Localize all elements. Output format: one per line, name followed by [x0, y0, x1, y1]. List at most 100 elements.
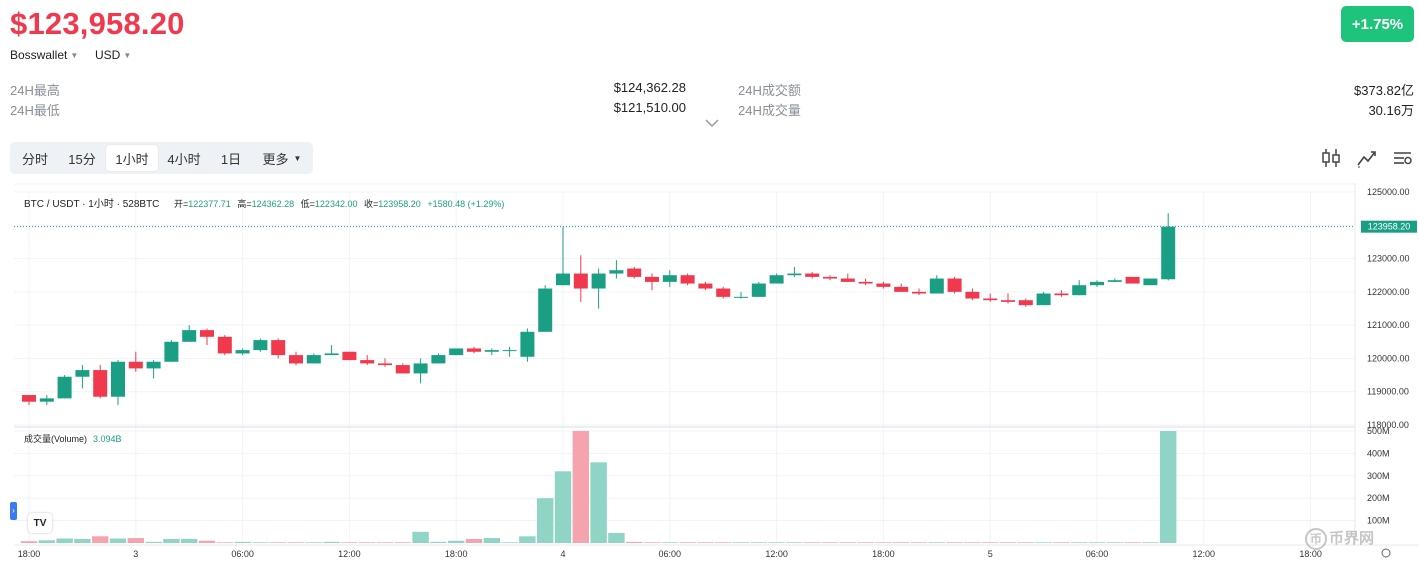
candlestick-chart[interactable]: 125000.00124000.00123000.00122000.001210… [0, 183, 1419, 566]
candle-body [609, 270, 624, 274]
candle-body [22, 395, 36, 402]
volume-bar [465, 538, 483, 543]
candle-body [413, 363, 428, 374]
tab-more-label: 更多 [262, 151, 289, 167]
volume-bar [20, 541, 38, 543]
price-tick-label: 120000.00 [1367, 353, 1410, 363]
volume-tick-label: 400M [1367, 448, 1390, 458]
volume-bar [145, 541, 162, 543]
candle-body [823, 276, 837, 279]
candle-body [698, 283, 713, 289]
time-tick-label: 12:00 [765, 549, 788, 559]
volume-bar [1035, 542, 1052, 543]
low-value: $121,510.00 [613, 100, 686, 115]
volume-legend-value: 3.094B [93, 434, 122, 444]
legend-open: 122377.71 [188, 199, 231, 209]
time-tick-label: 18:00 [1299, 549, 1322, 559]
candle-body [769, 275, 784, 284]
current-price: $123,958.20 [10, 6, 185, 41]
tab-1h[interactable]: 1小时 [106, 145, 158, 171]
chart-settings-icon[interactable] [1392, 148, 1414, 168]
candle-body [894, 286, 909, 292]
volume-label: 24H成交量 [738, 103, 801, 118]
current-price-label: 123958.20 [1368, 222, 1411, 232]
time-tick-label: 4 [560, 549, 565, 559]
low-label: 24H最低 [10, 103, 60, 118]
tab-1d[interactable]: 1日 [220, 151, 242, 167]
volume-bar [1106, 542, 1123, 543]
candle-body [253, 340, 268, 351]
candle-body [805, 273, 820, 277]
volume-bar [999, 542, 1017, 543]
candle-body [217, 336, 232, 354]
candlestick-settings-icon[interactable] [1320, 148, 1342, 168]
volume-bar [910, 542, 928, 543]
time-tick-label: 06:00 [659, 549, 682, 559]
tab-4h[interactable]: 4小时 [167, 151, 201, 167]
candle-body [1018, 300, 1033, 306]
volume-bar [483, 538, 500, 543]
volume-bar [109, 538, 127, 543]
volume-bar [572, 431, 589, 543]
tradingview-logo-icon[interactable]: TV [28, 513, 52, 533]
candle-body [716, 288, 731, 297]
volume-bar [323, 541, 340, 543]
volume-bar [92, 536, 109, 543]
volume-bar [732, 542, 750, 543]
volume-bar [38, 540, 55, 543]
volume-bar [982, 542, 999, 543]
volume-bar [821, 542, 839, 543]
watermark: 币币界网 [1305, 527, 1374, 551]
price-tick-label: 119000.00 [1367, 387, 1409, 397]
axis-settings-icon [1381, 548, 1391, 558]
candle-body [146, 361, 161, 369]
candle-body [751, 283, 766, 297]
volume-bar [964, 542, 981, 543]
legend-close: 123958.20 [378, 199, 421, 209]
candle-body [289, 355, 303, 364]
candle-body [912, 291, 926, 294]
legend-close-label: 收= [364, 198, 378, 209]
volume-bar [1017, 542, 1034, 543]
volume-bar [501, 542, 518, 543]
wallet-select[interactable]: Bosswallet ▼ [10, 48, 78, 62]
volume-bar [1124, 542, 1141, 543]
volume-bar [181, 538, 198, 543]
candle-body [111, 361, 125, 397]
candle-body [306, 355, 321, 364]
volume-bars [20, 431, 1177, 543]
turnover-label: 24H成交额 [738, 83, 801, 98]
legend-symbol: BTC / USDT · 1小时 · 528BTC [24, 198, 159, 210]
volume-bar [234, 541, 251, 543]
candle-body [965, 291, 980, 299]
candle-body [1161, 226, 1176, 280]
candle-body [1072, 285, 1087, 296]
candle-body [1090, 281, 1104, 286]
expand-chevron-icon[interactable] [705, 118, 719, 128]
indicator-icon[interactable] [1356, 148, 1378, 168]
currency-select[interactable]: USD ▼ [95, 48, 131, 62]
candle-body [645, 276, 659, 282]
tab-15m[interactable]: 15分 [68, 151, 96, 167]
tab-more[interactable]: 更多 ▼ [256, 145, 308, 171]
candle-body [983, 298, 998, 301]
candle-body [787, 273, 802, 276]
candle-body [662, 275, 677, 282]
candle-body [360, 360, 375, 364]
volume-bar [946, 542, 963, 543]
grid [14, 191, 1355, 543]
candle-body [378, 363, 392, 366]
volume-tick-label: 200M [1367, 493, 1390, 503]
candle-body [1107, 280, 1122, 282]
time-tick-label: 18:00 [445, 549, 468, 559]
volume-bar [893, 542, 910, 543]
volume-bar [74, 538, 91, 543]
drawing-toolbar-toggle[interactable]: › [10, 502, 17, 520]
tab-fenshi[interactable]: 分时 [21, 151, 48, 167]
legend-high: 124362.28 [252, 199, 295, 209]
price-tick-label: 121000.00 [1367, 320, 1410, 330]
time-tick-label: 06:00 [1086, 549, 1109, 559]
volume-bar [750, 542, 767, 543]
legend-open-label: 开= [174, 199, 188, 209]
caret-down-icon: ▼ [70, 51, 79, 60]
